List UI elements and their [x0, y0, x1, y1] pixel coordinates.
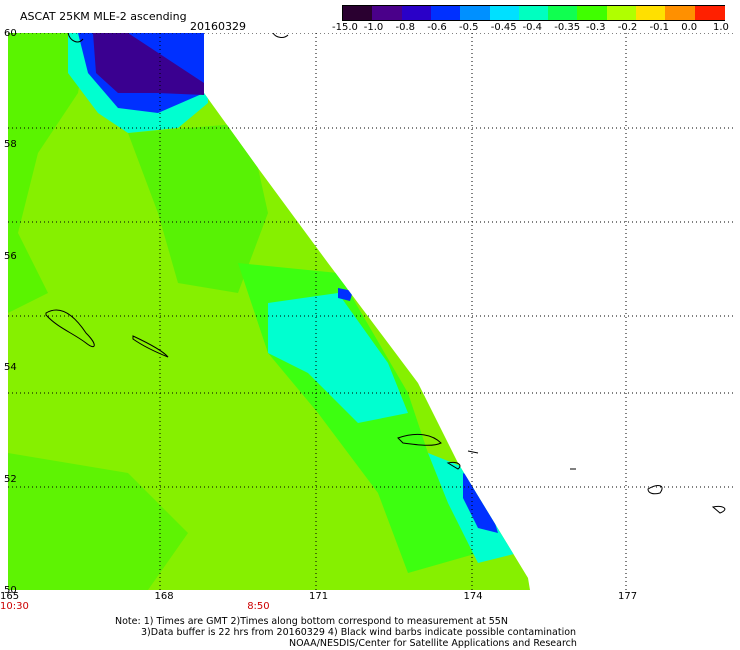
colorbar-segment: [548, 6, 579, 20]
colorbar-segment: [489, 6, 520, 20]
colorbar-label: -1.0: [363, 22, 384, 33]
note-line-1: Note: 1) Times are GMT 2)Times along bot…: [115, 616, 508, 627]
colorbar-label: -0.2: [617, 22, 638, 33]
cyan-region: [268, 293, 408, 423]
colorbar-segment: [372, 6, 403, 20]
note-line-2: 3)Data buffer is 22 hrs from 20160329 4)…: [141, 627, 577, 638]
purple-region: [93, 33, 204, 95]
data-swath: [8, 33, 530, 590]
colorbar-label: -0.8: [395, 22, 416, 33]
colorbar-segment: [401, 6, 432, 20]
colorbar-segment: [460, 6, 491, 20]
time-label: 8:50: [247, 601, 270, 612]
colorbar-segment: [665, 6, 696, 20]
colorbar-segment: [518, 6, 550, 20]
colorbar-label: -0.3: [586, 22, 606, 33]
longitude-label: 177: [618, 591, 638, 602]
time-label: 10:30: [0, 601, 29, 612]
longitude-label: 171: [309, 591, 329, 602]
colorbar-label: -15.0: [332, 22, 358, 33]
colorbar-label: -0.4: [522, 22, 543, 33]
colorbar-label: -0.6: [427, 22, 447, 33]
map-title: ASCAT 25KM MLE-2 ascending: [20, 10, 187, 23]
swath-map: [8, 33, 733, 590]
green-region: [128, 123, 268, 293]
latitude-label: 54: [4, 362, 17, 374]
colorbar-label: -0.45: [490, 22, 517, 33]
colorbar-label: 0.0: [681, 22, 698, 33]
map-date: 20160329: [190, 20, 246, 33]
green-region: [8, 33, 88, 313]
coastlines: [45, 33, 726, 514]
colorbar-label: -0.1: [649, 22, 670, 33]
colorbar-label: -0.5: [459, 22, 479, 33]
latitude-label: 52: [4, 473, 17, 485]
note-line-3: NOAA/NESDIS/Center for Satellite Applica…: [289, 638, 577, 649]
colorbar-segment: [577, 6, 608, 20]
colorbar-label: 1.0: [713, 22, 729, 33]
graticule: [8, 33, 733, 590]
colorbar-label: -0.35: [554, 22, 581, 33]
latitude-label: 58: [4, 139, 17, 151]
latitude-label: 60: [4, 28, 17, 39]
blue-region: [463, 473, 498, 533]
latitude-label: 50: [4, 585, 17, 596]
colorbar-segment: [636, 6, 667, 20]
longitude-label: 165: [0, 591, 20, 602]
longitude-label: 168: [154, 591, 174, 602]
colorbar-segment: [430, 6, 462, 20]
colorbar-segment: [694, 6, 725, 20]
colorbar-segment: [606, 6, 638, 20]
colorbar: [342, 5, 725, 21]
latitude-label: 56: [4, 250, 17, 262]
colorbar-segment: [343, 6, 374, 20]
longitude-label: 174: [463, 591, 483, 602]
